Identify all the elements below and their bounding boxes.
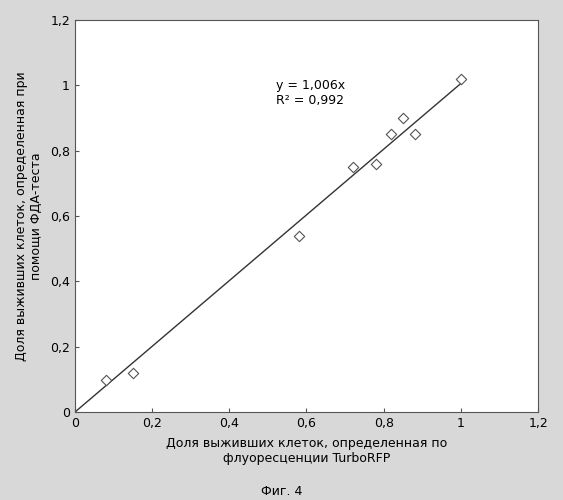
Text: Фиг. 4: Фиг. 4: [261, 485, 302, 498]
Point: [372, 160, 381, 168]
Point: [399, 114, 408, 122]
Point: [101, 376, 110, 384]
Text: y = 1,006x
R² = 0,992: y = 1,006x R² = 0,992: [275, 79, 345, 107]
X-axis label: Доля выживших клеток, определенная по
флуоресценции TurboRFP: Доля выживших клеток, определенная по фл…: [166, 437, 447, 465]
Point: [348, 163, 358, 171]
Y-axis label: Доля выживших клеток, определенная при
помощи ФДА-теста: Доля выживших клеток, определенная при п…: [15, 72, 43, 361]
Point: [294, 232, 303, 239]
Point: [410, 130, 419, 138]
Point: [128, 369, 137, 377]
Point: [457, 75, 466, 83]
Point: [387, 130, 396, 138]
